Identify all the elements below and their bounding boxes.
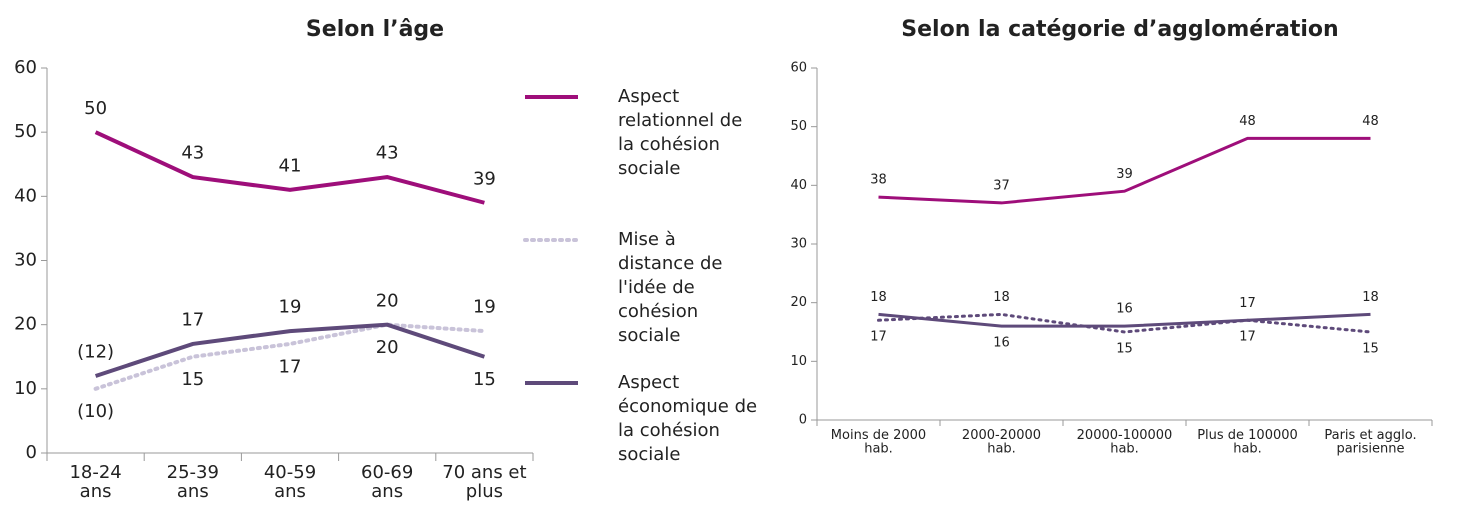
data-label: 39 — [473, 168, 496, 189]
series-line — [878, 136, 1371, 205]
data-label: 16 — [1116, 302, 1133, 317]
chart-title: Selon la catégorie d’agglomération — [901, 17, 1338, 42]
data-label: 17 — [1239, 296, 1256, 311]
x-tick-label: 70 ans et plus — [442, 462, 526, 502]
y-tick-label: 30 — [790, 237, 807, 252]
data-label: 15 — [181, 369, 204, 390]
y-tick-label: 40 — [14, 185, 37, 206]
data-label: 17 — [181, 310, 204, 331]
data-label: 16 — [993, 336, 1010, 351]
data-label: 20 — [376, 290, 399, 311]
y-tick-label: 20 — [14, 314, 37, 335]
data-label: 18 — [993, 290, 1010, 305]
series-line — [94, 130, 485, 205]
data-label: 50 — [84, 98, 107, 119]
data-label: 15 — [1116, 341, 1133, 356]
y-tick-label: 50 — [790, 119, 807, 134]
data-label: (10) — [77, 401, 114, 422]
x-tick-label: 60-69 ans — [361, 462, 413, 502]
data-label: 17 — [279, 356, 302, 377]
data-label: 43 — [376, 143, 399, 164]
data-label: 38 — [870, 173, 887, 188]
x-tick-label: 40-59 ans — [264, 462, 316, 502]
series-line — [93, 322, 487, 391]
y-tick-label: 0 — [26, 442, 37, 463]
data-label: 15 — [473, 369, 496, 390]
y-tick-label: 30 — [14, 250, 37, 271]
data-label: 18 — [870, 290, 887, 305]
data-label: 18 — [1362, 290, 1379, 305]
x-tick-label: 2000-20000 hab. — [962, 428, 1041, 457]
data-label: 17 — [870, 330, 887, 345]
data-label: 48 — [1362, 114, 1379, 129]
legend-label: Mise à distance de l'idée de cohésion social… — [618, 229, 723, 346]
y-tick-label: 0 — [799, 413, 807, 428]
data-label: 43 — [181, 143, 204, 164]
data-label: 37 — [993, 179, 1010, 194]
y-tick-label: 60 — [790, 61, 807, 76]
series-line — [878, 312, 1371, 328]
y-tick-label: 10 — [14, 378, 37, 399]
series-line — [877, 312, 1372, 334]
data-label: 17 — [1239, 330, 1256, 345]
y-tick-label: 50 — [14, 121, 37, 142]
y-tick-label: 60 — [14, 57, 37, 78]
data-label: 15 — [1362, 341, 1379, 356]
data-label: (12) — [77, 342, 114, 363]
y-tick-label: 20 — [790, 295, 807, 310]
y-tick-label: 10 — [790, 354, 807, 369]
data-label: 19 — [279, 297, 302, 318]
x-tick-label: 20000-100000 hab. — [1077, 428, 1173, 457]
chart-title: Selon l’âge — [306, 17, 444, 42]
series-line — [94, 322, 486, 378]
x-tick-label: Paris et agglo. parisienne — [1324, 428, 1416, 457]
data-label: 19 — [473, 297, 496, 318]
y-tick-label: 40 — [790, 178, 807, 193]
x-tick-label: 18-24 ans — [69, 462, 121, 502]
data-label: 41 — [279, 156, 302, 177]
x-tick-label: 25-39 ans — [167, 462, 219, 502]
legend-label: Aspect relationnel de la cohésion sociale — [618, 86, 742, 179]
data-label: 20 — [376, 337, 399, 358]
legend-label: Aspect économique de la cohésion sociale — [618, 372, 757, 465]
x-tick-label: Moins de 2000 hab. — [831, 428, 926, 457]
x-tick-label: Plus de 100000 hab. — [1197, 428, 1298, 457]
data-label: 48 — [1239, 114, 1256, 129]
data-label: 39 — [1116, 167, 1133, 182]
